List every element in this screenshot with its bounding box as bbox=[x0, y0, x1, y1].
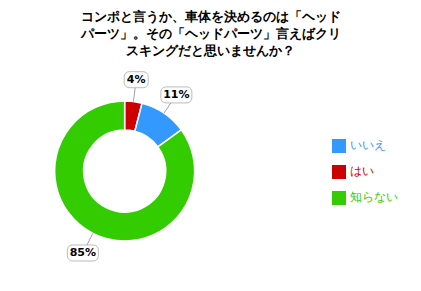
html-text:コンポと言うか、車体を決めるのは「ヘッド パーツ」。その「ヘ: コンポと言うか、車体を決めるのは「ヘッド パーツ」。その「ヘッドパーツ」言えばク… bbox=[80, 9, 341, 58]
html-text:知らない: 知らない bbox=[350, 190, 398, 204]
html-text:はい: はい bbox=[350, 164, 374, 178]
html-text:いいえ: いいえ bbox=[350, 138, 386, 152]
svg-text:11%: 11% bbox=[163, 88, 189, 101]
svg-text:4%: 4% bbox=[127, 73, 146, 86]
svg-text:85%: 85% bbox=[70, 246, 96, 259]
